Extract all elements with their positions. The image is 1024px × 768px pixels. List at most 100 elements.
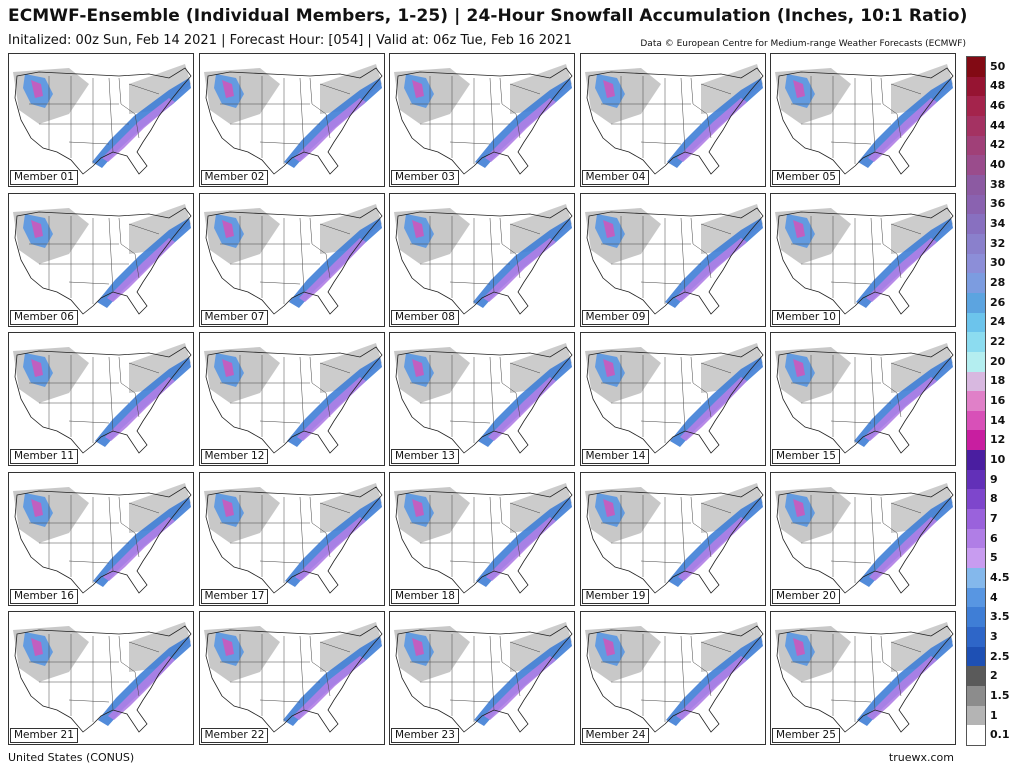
member-label: Member 14: [581, 449, 650, 464]
legend-color-box: [967, 627, 985, 648]
snowfall-map: [203, 482, 383, 594]
snowfall-map: [13, 203, 192, 315]
snowfall-map: [775, 482, 954, 594]
legend-color-box: [967, 96, 985, 117]
legend-color-box: [967, 528, 985, 549]
member-panel: Member 10: [770, 192, 956, 327]
member-label: Member 20: [772, 588, 840, 604]
member-panel: Member 03: [389, 53, 575, 187]
legend-color-box: [967, 548, 985, 569]
legend-color-box: [967, 686, 985, 707]
legend-value-label: 12: [990, 433, 1006, 447]
legend-color-box: [967, 725, 985, 746]
member-panel: Member 01: [8, 53, 194, 187]
legend-value-label: 4.5: [990, 570, 1010, 584]
member-label: Member 10: [772, 309, 840, 325]
member-panel: Member 22: [198, 611, 385, 745]
snowfall-map: [13, 622, 192, 733]
region-label: United States (CONUS): [8, 751, 135, 764]
snowfall-map: [394, 343, 573, 454]
member-label: Member 04: [581, 170, 650, 185]
legend-value-label: 24: [990, 315, 1006, 329]
legend-value-label: 34: [990, 217, 1006, 231]
member-label: Member 21: [10, 728, 78, 743]
legend-value-label: 46: [990, 99, 1006, 113]
legend-value-label: 1.5: [990, 688, 1010, 702]
legend-color-box: [967, 135, 985, 156]
legend-color-box: [967, 587, 985, 608]
member-label: Member 22: [200, 728, 269, 743]
legend-value-label: 32: [990, 236, 1006, 250]
snowfall-map: [203, 343, 383, 454]
legend-color-box: [967, 391, 985, 412]
legend-color-box: [967, 646, 985, 667]
snowfall-map: [13, 343, 192, 454]
legend-value-label: 0.1: [990, 728, 1010, 742]
snowfall-color-legend: [966, 56, 986, 746]
member-label: Member 17: [200, 588, 269, 604]
legend-color-box: [967, 155, 985, 176]
member-panel: Member 07: [198, 192, 385, 327]
legend-color-box: [967, 469, 985, 490]
snowfall-map: [775, 64, 954, 175]
member-label: Member 19: [581, 588, 650, 604]
member-label: Member 18: [391, 588, 459, 604]
legend-color-box: [967, 57, 985, 77]
member-panel: Member 18: [389, 471, 575, 606]
data-credit: Data © European Centre for Medium-range …: [640, 39, 966, 49]
member-label: Member 11: [10, 449, 78, 464]
snowfall-map: [584, 482, 764, 594]
snowfall-map: [775, 203, 954, 315]
legend-value-label: 10: [990, 452, 1006, 466]
snowfall-map: [394, 622, 573, 733]
legend-color-box: [967, 233, 985, 254]
legend-value-label: 50: [990, 59, 1006, 73]
map-subtitle: Initalized: 00z Sun, Feb 14 2021 | Forec…: [8, 33, 572, 48]
snowfall-map: [775, 343, 954, 454]
member-label: Member 24: [581, 728, 650, 743]
member-panel-grid: Member 01 Member 02 Member 03 Member 04 Memb…: [8, 53, 959, 747]
member-label: Member 23: [391, 728, 459, 743]
legend-value-label: 8: [990, 492, 998, 506]
legend-color-box: [967, 115, 985, 136]
member-label: Member 01: [10, 170, 78, 185]
site-label: truewx.com: [888, 751, 954, 764]
map-title: ECMWF-Ensemble (Individual Members, 1-25…: [8, 6, 968, 26]
snowfall-map: [203, 203, 383, 315]
member-label: Member 08: [391, 309, 459, 325]
legend-color-box: [967, 705, 985, 726]
legend-value-label: 42: [990, 138, 1006, 152]
member-panel: Member 17: [198, 471, 385, 606]
legend-color-box: [967, 489, 985, 510]
member-panel: Member 02: [198, 53, 385, 187]
member-label: Member 25: [772, 728, 840, 743]
snowfall-map: [394, 203, 573, 315]
legend-value-label: 3: [990, 629, 998, 643]
member-label: Member 15: [772, 449, 840, 464]
legend-value-label: 30: [990, 256, 1006, 270]
legend-value-label: 40: [990, 158, 1006, 172]
snowfall-map: [13, 64, 192, 175]
member-label: Member 07: [200, 309, 269, 325]
legend-color-box: [967, 410, 985, 431]
legend-value-label: 44: [990, 118, 1006, 132]
member-panel: Member 09: [579, 192, 766, 327]
legend-value-label: 18: [990, 374, 1006, 388]
member-panel: Member 08: [389, 192, 575, 327]
snowfall-map: [584, 203, 764, 315]
member-label: Member 02: [200, 170, 269, 185]
legend-value-label: 4: [990, 590, 998, 604]
member-label: Member 05: [772, 170, 840, 185]
legend-color-box: [967, 253, 985, 274]
member-panel: Member 19: [579, 471, 766, 606]
legend-color-box: [967, 292, 985, 313]
legend-value-label: 14: [990, 413, 1006, 427]
member-panel: Member 21: [8, 611, 194, 745]
member-panel: Member 15: [770, 332, 956, 466]
legend-value-label: 38: [990, 177, 1006, 191]
snowfall-map: [584, 343, 764, 454]
member-panel: Member 14: [579, 332, 766, 466]
snowfall-map: [394, 482, 573, 594]
member-panel: Member 16: [8, 471, 194, 606]
snowfall-map: [13, 482, 192, 594]
